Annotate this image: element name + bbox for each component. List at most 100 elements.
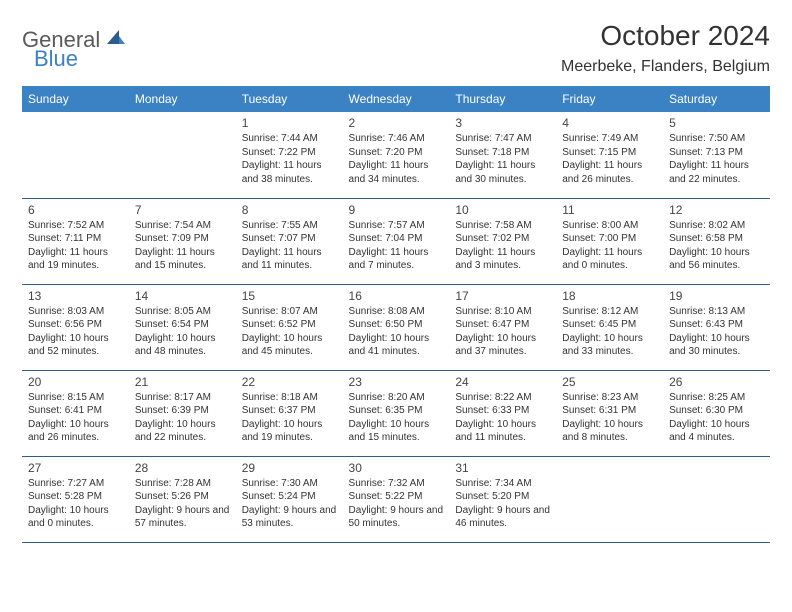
day-info: Sunrise: 8:13 AMSunset: 6:43 PMDaylight:…: [669, 305, 764, 359]
sunset-text: Sunset: 7:04 PM: [349, 232, 444, 246]
day-info: Sunrise: 7:55 AMSunset: 7:07 PMDaylight:…: [242, 219, 337, 273]
sunset-text: Sunset: 6:58 PM: [669, 232, 764, 246]
daylight-text: Daylight: 11 hours and 0 minutes.: [562, 246, 657, 273]
day-info: Sunrise: 8:00 AMSunset: 7:00 PMDaylight:…: [562, 219, 657, 273]
day-number: 5: [669, 116, 764, 130]
calendar-cell: 20Sunrise: 8:15 AMSunset: 6:41 PMDayligh…: [22, 370, 129, 456]
sunrise-text: Sunrise: 8:22 AM: [455, 391, 550, 405]
daylight-text: Daylight: 10 hours and 37 minutes.: [455, 332, 550, 359]
sunrise-text: Sunrise: 7:57 AM: [349, 219, 444, 233]
daylight-text: Daylight: 11 hours and 7 minutes.: [349, 246, 444, 273]
day-number: 28: [135, 461, 230, 475]
daylight-text: Daylight: 11 hours and 30 minutes.: [455, 159, 550, 186]
sunset-text: Sunset: 7:11 PM: [28, 232, 123, 246]
calendar-cell: 8 Sunrise: 7:55 AMSunset: 7:07 PMDaylight…: [236, 198, 343, 284]
calendar-cell: 30Sunrise: 7:32 AMSunset: 5:22 PMDayligh…: [343, 456, 450, 542]
daylight-text: Daylight: 10 hours and 26 minutes.: [28, 418, 123, 445]
daylight-text: Daylight: 9 hours and 57 minutes.: [135, 504, 230, 531]
sunset-text: Sunset: 5:22 PM: [349, 490, 444, 504]
day-info: Sunrise: 8:05 AMSunset: 6:54 PMDaylight:…: [135, 305, 230, 359]
calendar-row: 20Sunrise: 8:15 AMSunset: 6:41 PMDayligh…: [22, 370, 770, 456]
day-info: Sunrise: 7:34 AMSunset: 5:20 PMDaylight:…: [455, 477, 550, 531]
sunset-text: Sunset: 5:24 PM: [242, 490, 337, 504]
sunset-text: Sunset: 6:50 PM: [349, 318, 444, 332]
sunrise-text: Sunrise: 7:46 AM: [349, 132, 444, 146]
calendar-cell: 3Sunrise: 7:47 AMSunset: 7:18 PMDaylight…: [449, 112, 556, 198]
day-info: Sunrise: 8:03 AMSunset: 6:56 PMDaylight:…: [28, 305, 123, 359]
calendar-cell: 14Sunrise: 8:05 AMSunset: 6:54 PMDayligh…: [129, 284, 236, 370]
day-number: 1: [242, 116, 337, 130]
day-number: 13: [28, 289, 123, 303]
sunrise-text: Sunrise: 8:10 AM: [455, 305, 550, 319]
daylight-text: Daylight: 10 hours and 41 minutes.: [349, 332, 444, 359]
day-number: 12: [669, 203, 764, 217]
sunrise-text: Sunrise: 8:02 AM: [669, 219, 764, 233]
calendar-cell: 11 Sunrise: 8:00 AMSunset: 7:00 PMDayligh…: [556, 198, 663, 284]
sunset-text: Sunset: 7:00 PM: [562, 232, 657, 246]
daylight-text: Daylight: 11 hours and 38 minutes.: [242, 159, 337, 186]
calendar-cell: 18Sunrise: 8:12 AMSunset: 6:45 PMDayligh…: [556, 284, 663, 370]
sunset-text: Sunset: 6:54 PM: [135, 318, 230, 332]
calendar-cell: [129, 112, 236, 198]
daylight-text: Daylight: 11 hours and 26 minutes.: [562, 159, 657, 186]
day-number: 11: [562, 203, 657, 217]
day-number: 10: [455, 203, 550, 217]
sunset-text: Sunset: 6:31 PM: [562, 404, 657, 418]
daylight-text: Daylight: 11 hours and 3 minutes.: [455, 246, 550, 273]
calendar-cell: 27Sunrise: 7:27 AMSunset: 5:28 PMDayligh…: [22, 456, 129, 542]
day-info: Sunrise: 7:47 AMSunset: 7:18 PMDaylight:…: [455, 132, 550, 186]
calendar-cell: 15Sunrise: 8:07 AMSunset: 6:52 PMDayligh…: [236, 284, 343, 370]
sunrise-text: Sunrise: 8:17 AM: [135, 391, 230, 405]
header: General October 2024 Meerbeke, Flanders,…: [22, 20, 770, 76]
sunrise-text: Sunrise: 7:47 AM: [455, 132, 550, 146]
day-number: 25: [562, 375, 657, 389]
sunset-text: Sunset: 7:09 PM: [135, 232, 230, 246]
sunrise-text: Sunrise: 7:34 AM: [455, 477, 550, 491]
calendar-cell: 24Sunrise: 8:22 AMSunset: 6:33 PMDayligh…: [449, 370, 556, 456]
day-number: 21: [135, 375, 230, 389]
calendar-cell: 17Sunrise: 8:10 AMSunset: 6:47 PMDayligh…: [449, 284, 556, 370]
logo-text-blue: Blue: [34, 46, 78, 71]
sunset-text: Sunset: 5:28 PM: [28, 490, 123, 504]
day-info: Sunrise: 8:02 AMSunset: 6:58 PMDaylight:…: [669, 219, 764, 273]
day-header-tue: Tuesday: [236, 86, 343, 112]
calendar-cell: [663, 456, 770, 542]
daylight-text: Daylight: 10 hours and 15 minutes.: [349, 418, 444, 445]
calendar-table: Sunday Monday Tuesday Wednesday Thursday…: [22, 86, 770, 543]
sunrise-text: Sunrise: 7:32 AM: [349, 477, 444, 491]
calendar-row: 6 Sunrise: 7:52 AMSunset: 7:11 PMDaylight…: [22, 198, 770, 284]
day-info: Sunrise: 7:52 AMSunset: 7:11 PMDaylight:…: [28, 219, 123, 273]
sunset-text: Sunset: 6:37 PM: [242, 404, 337, 418]
sunset-text: Sunset: 6:56 PM: [28, 318, 123, 332]
daylight-text: Daylight: 9 hours and 50 minutes.: [349, 504, 444, 531]
day-info: Sunrise: 8:20 AMSunset: 6:35 PMDaylight:…: [349, 391, 444, 445]
sunset-text: Sunset: 6:45 PM: [562, 318, 657, 332]
day-number: 18: [562, 289, 657, 303]
sunrise-text: Sunrise: 8:23 AM: [562, 391, 657, 405]
calendar-cell: 5 Sunrise: 7:50 AMSunset: 7:13 PMDaylight…: [663, 112, 770, 198]
daylight-text: Daylight: 10 hours and 11 minutes.: [455, 418, 550, 445]
sunrise-text: Sunrise: 8:18 AM: [242, 391, 337, 405]
sunset-text: Sunset: 6:41 PM: [28, 404, 123, 418]
day-number: 8: [242, 203, 337, 217]
day-number: 6: [28, 203, 123, 217]
day-number: 29: [242, 461, 337, 475]
daylight-text: Daylight: 10 hours and 52 minutes.: [28, 332, 123, 359]
day-info: Sunrise: 8:25 AMSunset: 6:30 PMDaylight:…: [669, 391, 764, 445]
day-header-wed: Wednesday: [343, 86, 450, 112]
sunset-text: Sunset: 5:26 PM: [135, 490, 230, 504]
calendar-cell: 25Sunrise: 8:23 AMSunset: 6:31 PMDayligh…: [556, 370, 663, 456]
sunrise-text: Sunrise: 7:55 AM: [242, 219, 337, 233]
calendar-cell: [556, 456, 663, 542]
day-info: Sunrise: 7:50 AMSunset: 7:13 PMDaylight:…: [669, 132, 764, 186]
sunset-text: Sunset: 5:20 PM: [455, 490, 550, 504]
calendar-cell: 16Sunrise: 8:08 AMSunset: 6:50 PMDayligh…: [343, 284, 450, 370]
daylight-text: Daylight: 10 hours and 45 minutes.: [242, 332, 337, 359]
sunset-text: Sunset: 6:43 PM: [669, 318, 764, 332]
day-number: 19: [669, 289, 764, 303]
sunrise-text: Sunrise: 7:50 AM: [669, 132, 764, 146]
calendar-cell: 6 Sunrise: 7:52 AMSunset: 7:11 PMDaylight…: [22, 198, 129, 284]
calendar-cell: 12 Sunrise: 8:02 AMSunset: 6:58 PMDayligh…: [663, 198, 770, 284]
sunrise-text: Sunrise: 7:30 AM: [242, 477, 337, 491]
calendar-row: 13 Sunrise: 8:03 AMSunset: 6:56 PMDayligh…: [22, 284, 770, 370]
